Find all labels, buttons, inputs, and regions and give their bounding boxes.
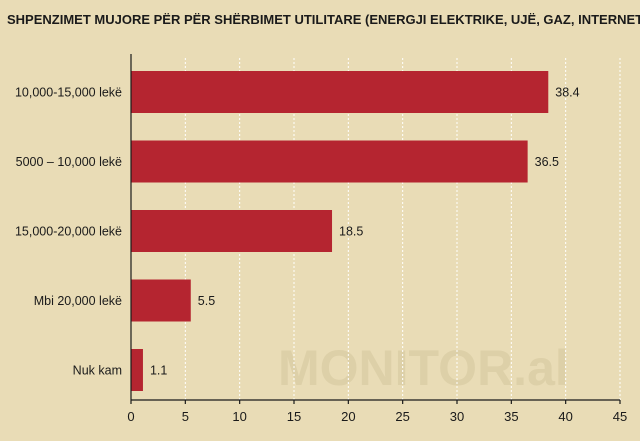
- x-tick-label: 40: [558, 409, 572, 424]
- x-tick-label: 35: [504, 409, 518, 424]
- chart-title: SHPENZIMET MUJORE PËR PËR SHËRBIMET UTIL…: [7, 12, 640, 27]
- category-label: Nuk kam: [73, 364, 122, 378]
- category-label: Mbi 20,000 lekë: [34, 294, 122, 308]
- category-label: 5000 – 10,000 lekë: [16, 155, 122, 169]
- value-label: 38.4: [555, 86, 579, 100]
- x-tick-label: 30: [450, 409, 464, 424]
- value-label: 18.5: [339, 225, 363, 239]
- x-tick-label: 15: [287, 409, 301, 424]
- category-labels: 10,000-15,000 lekë 5000 – 10,000 lekë 15,0…: [15, 86, 122, 378]
- x-tick-label: 10: [232, 409, 246, 424]
- value-label: 5.5: [198, 294, 215, 308]
- x-tick-label: 25: [395, 409, 409, 424]
- x-tick-label: 5: [182, 409, 189, 424]
- bar-4: [131, 279, 191, 322]
- bar-3: [131, 210, 333, 252]
- value-labels: 38.4 36.5 18.5 5.5 1.1: [150, 86, 580, 378]
- watermark: MONITOR.al: [278, 340, 569, 396]
- bar-2: [131, 140, 528, 183]
- value-label: 1.1: [150, 364, 167, 378]
- category-label: 10,000-15,000 lekë: [15, 86, 122, 100]
- x-tick-label: 45: [613, 409, 627, 424]
- x-axis: 0 5 10 15 20 25 30 35 40 45: [127, 54, 627, 424]
- grid-lines: [184, 58, 621, 400]
- x-tick-label: 20: [341, 409, 355, 424]
- value-label: 36.5: [535, 155, 559, 169]
- category-label: 15,000-20,000 lekë: [15, 225, 122, 239]
- bar-5: [131, 349, 143, 391]
- x-tick-label: 0: [127, 409, 134, 424]
- bar-1: [131, 71, 549, 113]
- bars: [131, 71, 549, 391]
